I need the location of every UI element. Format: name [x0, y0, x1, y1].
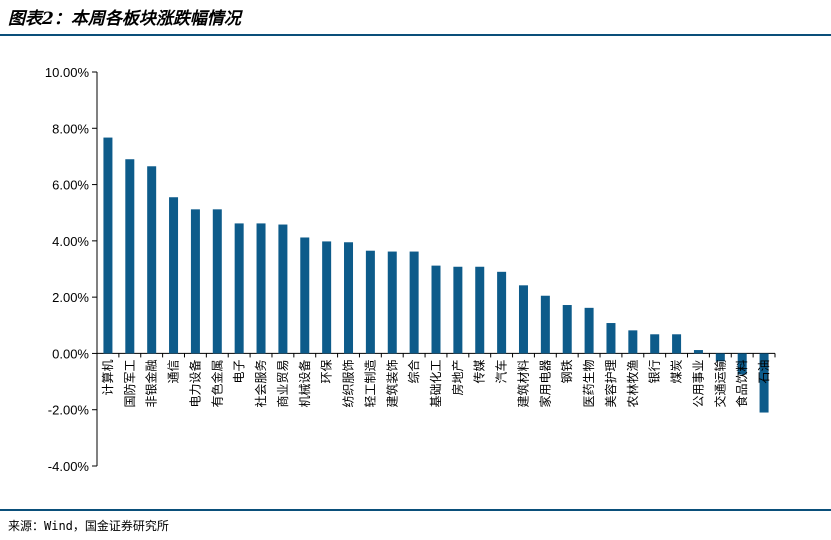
- bar: [256, 223, 266, 354]
- bar: [169, 197, 179, 354]
- bar: [365, 250, 375, 354]
- bottom-rule: [0, 509, 831, 511]
- category-label: 国防军工: [122, 359, 137, 407]
- category-label: 非银金融: [144, 359, 159, 407]
- bar: [693, 350, 703, 354]
- bar: [190, 209, 200, 354]
- category-label: 通信: [167, 359, 181, 383]
- category-label: 汽车: [494, 359, 509, 383]
- bar: [431, 265, 441, 354]
- category-label: 房地产: [450, 359, 465, 395]
- bar: [497, 271, 507, 354]
- category-label: 医药生物: [582, 359, 596, 407]
- bar: [475, 266, 485, 354]
- chart-title: 图表2：本周各板块涨跌幅情况: [8, 9, 241, 29]
- bar: [672, 334, 682, 354]
- bar: [453, 266, 463, 354]
- bar: [584, 307, 594, 354]
- category-label: 银行: [648, 359, 662, 383]
- category-label: 美容护理: [603, 359, 618, 407]
- bar: [125, 159, 135, 354]
- category-label: 建筑装饰: [384, 359, 399, 407]
- bar: [387, 251, 397, 354]
- bar: [540, 295, 550, 354]
- bar: [344, 242, 354, 354]
- y-tick-label: -2.00%: [48, 403, 90, 418]
- category-label: 钢铁: [560, 359, 574, 383]
- y-tick-label: 2.00%: [52, 290, 89, 305]
- bar: [300, 237, 310, 354]
- category-label: 农林牧渔: [626, 359, 640, 407]
- bar: [322, 241, 332, 354]
- category-label: 传媒: [472, 359, 487, 383]
- bar: [759, 353, 769, 413]
- bar: [409, 251, 419, 354]
- category-label: 煤炭: [670, 359, 684, 383]
- category-label: 基础化工: [429, 359, 443, 407]
- category-label: 石油: [757, 359, 771, 383]
- category-label: 电力设备: [188, 359, 202, 407]
- y-tick-label: 8.00%: [52, 121, 89, 136]
- category-label: 有色金属: [209, 359, 224, 407]
- y-tick-label: 4.00%: [52, 234, 89, 249]
- bar: [147, 166, 157, 354]
- bar: [278, 224, 288, 354]
- category-label: 家用电器: [537, 359, 552, 407]
- y-tick-label: 0.00%: [52, 346, 89, 361]
- y-tick-label: 6.00%: [52, 178, 89, 193]
- category-label: 公用事业: [691, 359, 705, 407]
- bar: [606, 323, 616, 354]
- category-label: 轻工制造: [363, 359, 377, 407]
- bar: [234, 223, 244, 354]
- category-label: 社会服务: [253, 359, 268, 407]
- category-label: 综合: [406, 359, 421, 383]
- bar: [737, 353, 747, 375]
- bar: [628, 330, 638, 354]
- category-label: 纺织服饰: [342, 359, 356, 407]
- category-label: 电子: [232, 359, 246, 383]
- bar: [212, 209, 222, 354]
- bar: [562, 305, 572, 354]
- bar: [103, 137, 113, 354]
- category-label: 环保: [320, 359, 334, 383]
- bar: [715, 353, 725, 362]
- category-label: 建筑材料: [515, 359, 530, 407]
- source-note: 来源：Wind，国金证券研究所: [8, 519, 169, 533]
- y-tick-label: -4.00%: [48, 459, 90, 474]
- category-label: 交通运输: [712, 359, 727, 407]
- category-label: 食品饮料: [734, 359, 749, 407]
- top-rule: [0, 34, 831, 36]
- y-tick-label: 10.00%: [45, 65, 90, 80]
- bar: [518, 285, 528, 354]
- category-label: 机械设备: [297, 359, 312, 407]
- bar: [650, 334, 660, 354]
- category-label: 计算机: [100, 359, 115, 395]
- category-label: 商业贸易: [275, 359, 290, 407]
